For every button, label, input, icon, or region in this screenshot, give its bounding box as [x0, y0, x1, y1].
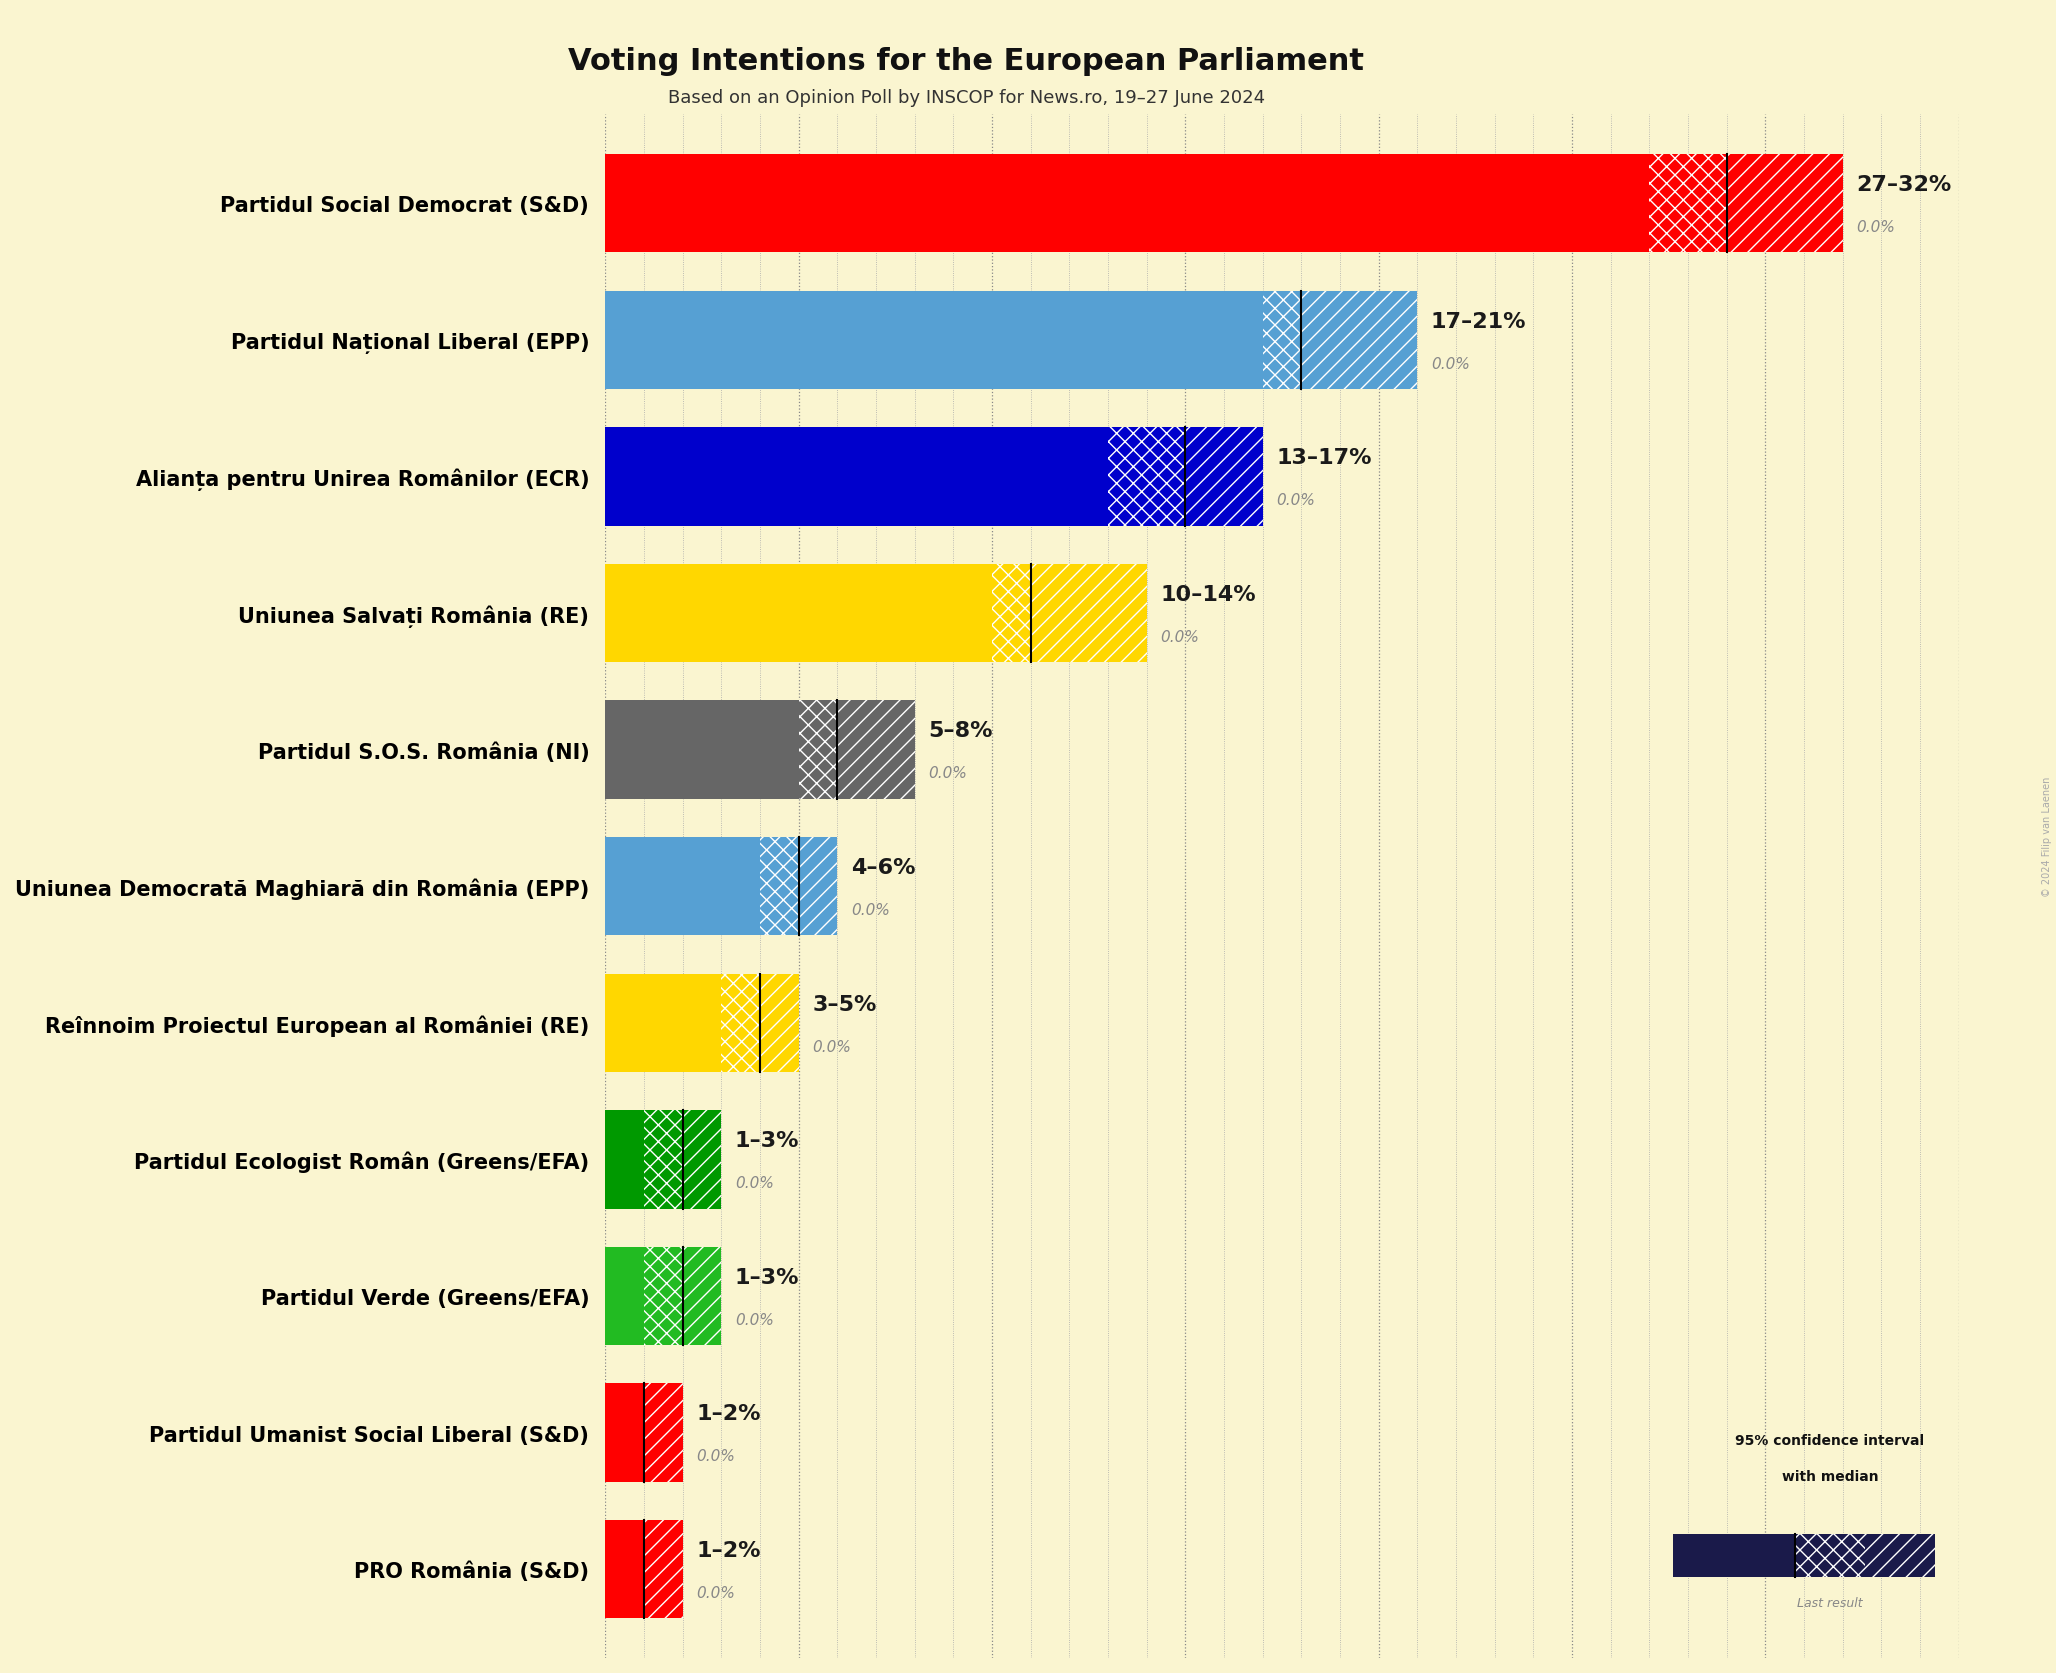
Bar [604, 974, 722, 1072]
Text: 4–6%: 4–6% [851, 858, 915, 878]
Bar [644, 1521, 683, 1618]
Text: 1–2%: 1–2% [697, 1541, 761, 1561]
Bar [761, 838, 798, 935]
Bar [798, 701, 837, 800]
Text: 17–21%: 17–21% [1431, 311, 1526, 331]
Text: 13–17%: 13–17% [1277, 448, 1371, 468]
Bar [837, 701, 915, 800]
Text: 0.0%: 0.0% [734, 1176, 773, 1191]
Bar [1030, 564, 1147, 663]
Bar [644, 1384, 683, 1482]
Bar [683, 1246, 722, 1345]
Bar [683, 1111, 722, 1210]
Text: with median: with median [1783, 1469, 1877, 1482]
Bar [604, 1246, 644, 1345]
Bar [1262, 291, 1301, 390]
Bar [604, 1111, 644, 1210]
Bar [1674, 1534, 1795, 1578]
Bar [644, 1111, 683, 1210]
Bar [1865, 1534, 1935, 1578]
Bar [604, 428, 1108, 527]
Bar [644, 1521, 683, 1618]
Text: 10–14%: 10–14% [1160, 584, 1256, 604]
Bar [1795, 1534, 1865, 1578]
Bar [644, 1384, 683, 1482]
Bar [644, 1111, 683, 1210]
Text: 0.0%: 0.0% [1277, 494, 1316, 509]
Bar [604, 156, 1649, 253]
Bar [1186, 428, 1262, 527]
Bar [798, 838, 837, 935]
Text: 0.0%: 0.0% [697, 1449, 734, 1464]
Text: 1–3%: 1–3% [734, 1131, 800, 1151]
Bar [1649, 156, 1727, 253]
Text: 0.0%: 0.0% [697, 1584, 734, 1599]
Text: 0.0%: 0.0% [1857, 219, 1896, 234]
Text: 95% confidence interval: 95% confidence interval [1735, 1432, 1924, 1447]
Text: 0.0%: 0.0% [812, 1039, 851, 1054]
Text: 3–5%: 3–5% [812, 994, 876, 1014]
Bar [683, 1246, 722, 1345]
Text: 0.0%: 0.0% [734, 1312, 773, 1327]
Bar [722, 974, 761, 1072]
Bar [1186, 428, 1262, 527]
Bar [604, 1521, 644, 1618]
Bar [683, 1111, 722, 1210]
Text: 5–8%: 5–8% [927, 721, 993, 741]
Text: 0.0%: 0.0% [927, 766, 966, 781]
Text: 0.0%: 0.0% [1160, 629, 1199, 644]
Bar [991, 564, 1030, 663]
Bar [761, 974, 798, 1072]
Bar [1649, 156, 1727, 253]
Bar [1108, 428, 1186, 527]
Bar [604, 701, 798, 800]
Text: 1–3%: 1–3% [734, 1266, 800, 1287]
Bar [991, 564, 1030, 663]
Bar [798, 838, 837, 935]
Text: Based on an Opinion Poll by INSCOP for News.ro, 19–27 June 2024: Based on an Opinion Poll by INSCOP for N… [668, 89, 1264, 107]
Bar [1030, 564, 1147, 663]
Bar [1795, 1534, 1865, 1578]
Text: Last result: Last result [1797, 1596, 1863, 1609]
Bar [837, 701, 915, 800]
Bar [761, 974, 798, 1072]
Bar [644, 1246, 683, 1345]
Bar [1301, 291, 1417, 390]
Bar [1865, 1534, 1935, 1578]
Bar [1262, 291, 1301, 390]
Bar [1301, 291, 1417, 390]
Bar [604, 291, 1262, 390]
Text: 0.0%: 0.0% [851, 902, 890, 917]
Bar [604, 838, 761, 935]
Text: 0.0%: 0.0% [1431, 356, 1470, 371]
Text: Voting Intentions for the European Parliament: Voting Intentions for the European Parli… [567, 47, 1365, 75]
Text: © 2024 Filip van Laenen: © 2024 Filip van Laenen [2042, 776, 2052, 897]
Text: 27–32%: 27–32% [1857, 176, 1951, 196]
Bar [1108, 428, 1186, 527]
Bar [644, 1246, 683, 1345]
Bar [604, 564, 991, 663]
Text: 1–2%: 1–2% [697, 1404, 761, 1424]
Bar [1727, 156, 1842, 253]
Bar [761, 838, 798, 935]
Bar [1727, 156, 1842, 253]
Bar [722, 974, 761, 1072]
Bar [798, 701, 837, 800]
Bar [604, 1384, 644, 1482]
